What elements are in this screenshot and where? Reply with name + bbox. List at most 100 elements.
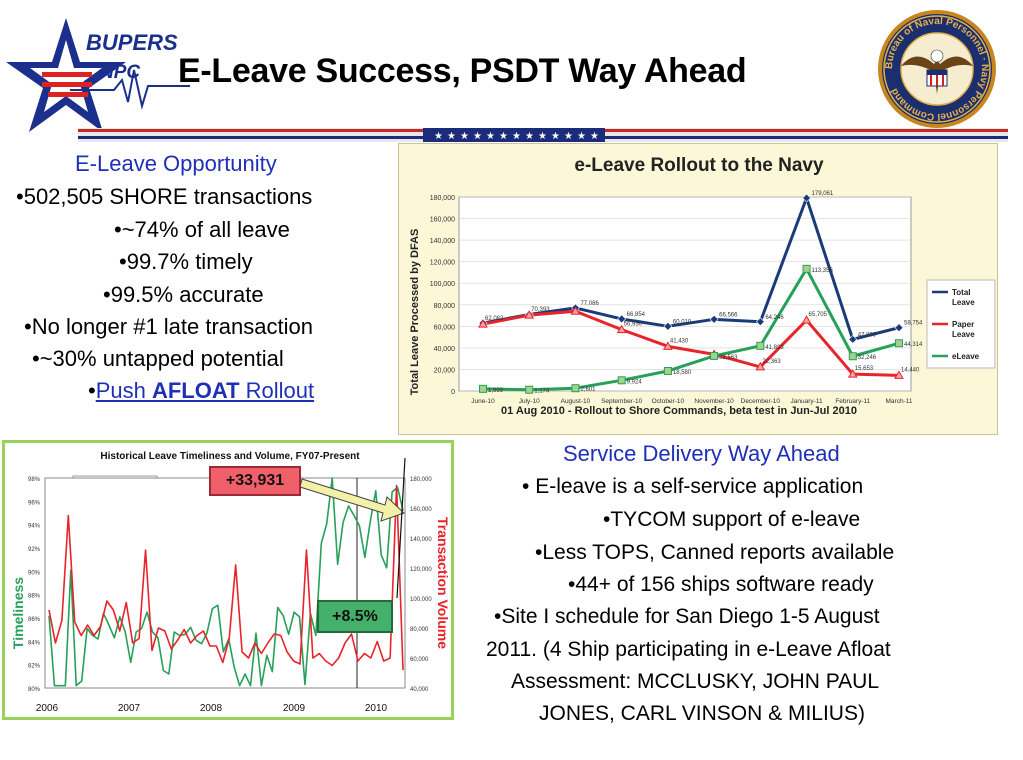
timely-increase-callout: +8.5% (317, 600, 393, 633)
rollout-data-label: 77,086 (580, 301, 599, 307)
rollout-point (895, 339, 903, 348)
rollout-point (663, 366, 672, 375)
flag-star: ★ (473, 131, 482, 142)
historical-chart-title: Historical Leave Timeliness and Volume, … (100, 451, 360, 462)
opportunity-bullet-1: •502,505 SHORE transactions (16, 184, 313, 209)
timeliness-tick-label: 84% (28, 640, 41, 646)
rollout-legend-label: Total (952, 288, 971, 297)
rollout-point (894, 323, 904, 333)
volume-tick-label: 100,000 (410, 597, 432, 603)
rollout-data-label: 44,314 (904, 342, 923, 348)
rollout-x-tick-label: November-10 (694, 398, 734, 405)
timeliness-tick-label: 88% (28, 594, 41, 600)
rollout-x-tick-label: March-11 (886, 398, 913, 405)
rollout-data-label: 32,246 (858, 355, 877, 361)
historical-chart: Historical Leave Timeliness and Volume, … (10, 451, 451, 714)
rollout-x-tick-label: September-10 (601, 398, 643, 405)
rollout-point (709, 314, 719, 324)
flag-star: ★ (447, 131, 456, 142)
rollout-legend-label: Leave (952, 330, 975, 339)
volume-increase-callout: +33,931 (209, 466, 301, 496)
flag-star: ★ (434, 131, 443, 142)
rollout-point (478, 319, 488, 328)
rollout-chart: e-Leave Rollout to the Navy Total Leave … (409, 155, 996, 417)
rollout-data-label: 65,705 (809, 312, 828, 318)
timeliness-tick-label: 96% (28, 500, 41, 506)
timeliness-tick-label: 82% (28, 664, 41, 670)
logo-text-npc: NPC (100, 62, 140, 83)
rollout-data-label: 47,899 (858, 332, 877, 338)
rollout-y-tick-label: 160,000 (430, 217, 455, 224)
rollout-y-tick-label: 140,000 (430, 238, 455, 245)
rollout-data-label: 22,363 (762, 359, 781, 365)
rollout-legend-label: Paper (952, 320, 974, 329)
historical-series-line (48, 484, 404, 671)
timeliness-tick-label: 98% (28, 477, 41, 483)
rollout-data-label: 56,930 (624, 322, 643, 328)
flag-star: ★ (590, 131, 599, 142)
rollout-x-tick-label: June-10 (471, 398, 495, 405)
rollout-data-label: 32,563 (719, 355, 738, 361)
opportunity-heading: E-Leave Opportunity (75, 151, 277, 176)
rollout-legend-label: Leave (952, 298, 975, 307)
way-ahead-heading: Service Delivery Way Ahead (563, 441, 840, 466)
rollout-y-tick-label: 40,000 (434, 346, 456, 353)
flag-star: ★ (538, 131, 547, 142)
way-ahead-bullet-5-line-2: 2011. (4 Ship participating in e-Leave A… (486, 638, 891, 661)
rollout-point (525, 385, 534, 394)
volume-tick-label: 60,000 (410, 657, 429, 663)
push-afloat-bullet: •Push AFLOAT Rollout (88, 378, 315, 403)
rollout-x-tick-label: February-11 (835, 398, 870, 405)
rollout-x-tick-label: August-10 (561, 398, 591, 405)
rollout-point (801, 315, 812, 324)
rollout-point (847, 369, 858, 378)
way-ahead-bullet-4: •44+ of 156 ships software ready (568, 573, 874, 596)
rollout-point (570, 306, 581, 315)
rollout-data-label: 14,440 (901, 367, 920, 373)
rollout-point (755, 317, 765, 327)
rollout-data-label: 15,653 (855, 366, 874, 372)
rollout-chart-panel: e-Leave Rollout to the Navy Total Leave … (398, 143, 998, 435)
rollout-point (756, 341, 765, 350)
volume-tick-label: 80,000 (410, 627, 429, 633)
push-afloat-link[interactable]: Push AFLOAT Rollout (95, 378, 315, 403)
rollout-data-label: 9,924 (627, 379, 643, 385)
volume-tick-label: 140,000 (410, 537, 432, 543)
rollout-data-label: 66,854 (627, 312, 646, 318)
rollout-y-tick-label: 20,000 (434, 367, 456, 374)
rollout-data-label: 58,754 (904, 321, 923, 327)
rollout-x-tick-label: December-10 (741, 398, 781, 405)
rollout-data-label: 41,883 (765, 345, 784, 351)
flag-star: ★ (486, 131, 495, 142)
way-ahead-bullet-5-line-3: Assessment: MCCLUSKY, JOHN PAUL (511, 670, 879, 693)
rollout-data-label: 1,174 (534, 389, 550, 395)
rollout-data-label: 113,356 (812, 268, 834, 274)
way-ahead-bullet-2: •TYCOM support of e-leave (603, 508, 861, 531)
rollout-y-tick-label: 180,000 (430, 195, 455, 202)
rollout-y-tick-label: 60,000 (434, 324, 456, 331)
timeliness-tick-label: 86% (28, 617, 41, 623)
volume-tick-label: 180,000 (410, 477, 432, 483)
rollout-point (617, 376, 626, 385)
way-ahead-bullet-1: • E-leave is a self-service application (522, 475, 864, 498)
rollout-point (710, 351, 719, 360)
rollout-series-line (482, 309, 900, 377)
volume-callout-arrow (299, 478, 405, 522)
historical-x-tick-label: 2008 (200, 703, 223, 714)
rollout-point (848, 334, 858, 344)
rollout-data-label: 62,082 (485, 316, 504, 322)
rollout-data-label: 70,393 (531, 307, 550, 313)
historical-x-tick-label: 2006 (36, 703, 59, 714)
rollout-point (663, 321, 673, 331)
historical-x-tick-label: 2007 (118, 703, 141, 714)
volume-tick-label: 160,000 (410, 507, 432, 513)
historical-x-tick-label: 2010 (365, 703, 388, 714)
rollout-y-axis-label: Total Leave Processed by DFAS (409, 229, 421, 396)
historical-series-line (48, 477, 404, 687)
rollout-series-line (482, 196, 900, 341)
timeliness-tick-label: 92% (28, 547, 41, 553)
way-ahead-bullet-5-line-4: JONES, CARL VINSON & MILIUS) (539, 702, 865, 725)
rollout-x-tick-label: January-11 (791, 398, 823, 405)
rollout-point (524, 310, 535, 319)
flag-star: ★ (525, 131, 534, 142)
